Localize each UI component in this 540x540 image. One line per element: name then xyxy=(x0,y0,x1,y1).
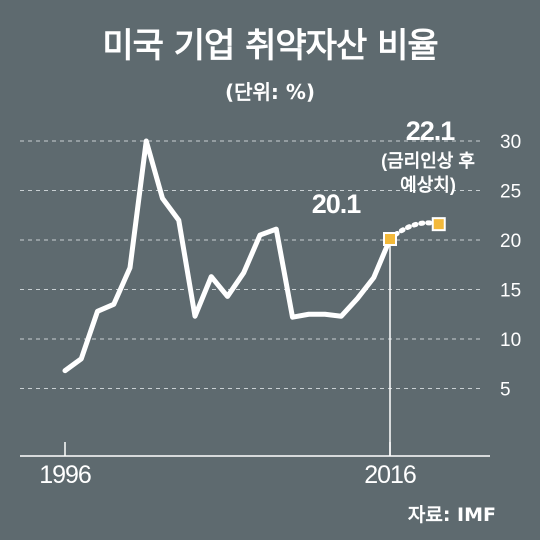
data-point-projection xyxy=(431,217,446,232)
y-tick-label: 20 xyxy=(500,231,521,252)
annotation-note-line: 예상치) xyxy=(400,175,456,195)
y-tick-label: 15 xyxy=(500,281,521,302)
projection-line xyxy=(387,220,442,242)
annotation-value-projection: 22.1 xyxy=(406,116,456,146)
chart-source: 자료: IMF xyxy=(407,504,496,526)
x-tick-label: 2016 xyxy=(364,461,416,489)
y-tick-label: 30 xyxy=(500,132,521,153)
chart-title: 미국 기업 취약자산 비율 xyxy=(102,26,438,66)
y-tick-label: 5 xyxy=(500,380,511,401)
y-tick-label: 25 xyxy=(500,182,521,203)
series-line xyxy=(62,138,393,374)
annotation-note-line: (금리인상 후 xyxy=(381,151,475,171)
data-point-2016 xyxy=(383,232,397,247)
y-tick-label: 10 xyxy=(500,330,521,351)
x-tick-label: 1996 xyxy=(39,461,91,489)
annotation-value-2016: 20.1 xyxy=(312,189,362,219)
chart-subtitle: (단위: %) xyxy=(224,80,316,104)
